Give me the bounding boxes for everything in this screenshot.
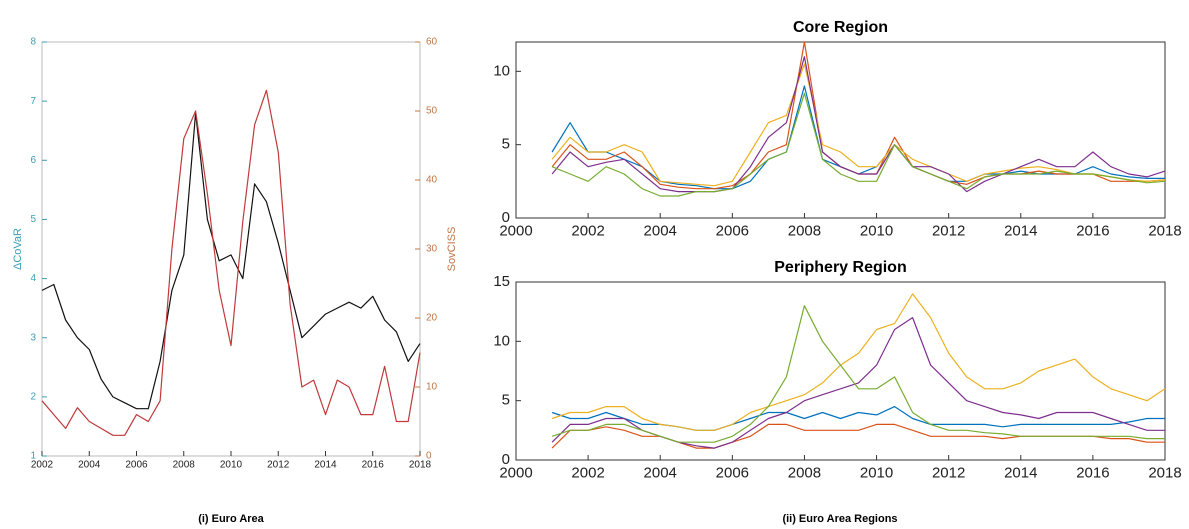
plot-frame bbox=[41, 41, 421, 457]
y-tick-label: 0 bbox=[502, 451, 510, 468]
x-tick-label: 2010 bbox=[860, 464, 893, 481]
x-tick-label: 2004 bbox=[78, 460, 101, 471]
y2-tick-label: 30 bbox=[426, 244, 438, 255]
x-tick-label: 2012 bbox=[267, 460, 290, 471]
y-tick-label: 4 bbox=[30, 273, 36, 284]
y2-tick-label: 20 bbox=[426, 313, 438, 324]
y-tick-label: 2 bbox=[30, 391, 36, 402]
x-tick-label: 2016 bbox=[1076, 464, 1109, 481]
x-tick-label: 2014 bbox=[314, 460, 337, 471]
x-tick-label: 2008 bbox=[788, 464, 821, 481]
caption: (ii) Euro Area Regions bbox=[782, 513, 897, 525]
x-tick-label: 2012 bbox=[932, 222, 965, 239]
series-line bbox=[551, 56, 1166, 193]
series-line bbox=[551, 63, 1166, 187]
x-tick-label: 2004 bbox=[644, 222, 677, 239]
x-tick-label: 2016 bbox=[362, 460, 385, 471]
x-tick-label: 2010 bbox=[860, 222, 893, 239]
y-tick-label: 15 bbox=[493, 273, 510, 290]
y-tick-label: 3 bbox=[30, 332, 36, 343]
x-tick-label: 2018 bbox=[1148, 222, 1181, 239]
y2-axis-label: SovCISS bbox=[446, 227, 458, 272]
x-tick-label: 2006 bbox=[125, 460, 148, 471]
x-tick-label: 2010 bbox=[220, 460, 243, 471]
y2-tick-label: 50 bbox=[426, 106, 438, 117]
series-line bbox=[551, 305, 1165, 443]
x-tick-label: 2014 bbox=[1004, 464, 1037, 481]
y-tick-label: 7 bbox=[30, 96, 36, 107]
x-tick-label: 2002 bbox=[571, 222, 604, 239]
y2-tick-label: 60 bbox=[426, 37, 438, 48]
series-line bbox=[551, 92, 1166, 197]
plot-frame bbox=[515, 281, 1166, 461]
x-tick-label: 2012 bbox=[932, 464, 965, 481]
x-tick-label: 2018 bbox=[409, 460, 432, 471]
x-tick-label: 2004 bbox=[644, 464, 677, 481]
y-tick-label: 5 bbox=[502, 136, 510, 153]
x-tick-label: 2016 bbox=[1076, 222, 1109, 239]
x-tick-label: 2000 bbox=[499, 222, 532, 239]
y-tick-label: 10 bbox=[493, 332, 510, 349]
y-tick-label: 0 bbox=[502, 209, 510, 226]
series-line bbox=[41, 112, 421, 410]
x-tick-label: 2018 bbox=[1148, 464, 1181, 481]
series-line bbox=[41, 89, 421, 436]
y2-tick-label: 40 bbox=[426, 175, 438, 186]
chart-title: Periphery Region bbox=[774, 259, 906, 276]
y-tick-label: 6 bbox=[30, 155, 36, 166]
y2-tick-label: 0 bbox=[426, 451, 432, 462]
x-tick-label: 2002 bbox=[571, 464, 604, 481]
plot-frame bbox=[515, 41, 1166, 219]
x-tick-label: 2008 bbox=[788, 222, 821, 239]
x-tick-label: 2000 bbox=[499, 464, 532, 481]
chart-title: Core Region bbox=[793, 19, 888, 36]
y-tick-label: 5 bbox=[30, 214, 36, 225]
x-tick-label: 2006 bbox=[716, 464, 749, 481]
caption: (i) Euro Area bbox=[198, 513, 264, 525]
x-tick-label: 2014 bbox=[1004, 222, 1037, 239]
x-tick-label: 2008 bbox=[173, 460, 196, 471]
y-tick-label: 1 bbox=[30, 451, 36, 462]
y2-tick-label: 10 bbox=[426, 382, 438, 393]
series-line bbox=[551, 406, 1165, 431]
y-axis-label: ΔCoVaR bbox=[12, 228, 24, 270]
y-tick-label: 5 bbox=[502, 392, 510, 409]
series-line bbox=[551, 293, 1166, 431]
x-tick-label: 2006 bbox=[716, 222, 749, 239]
y-tick-label: 10 bbox=[493, 62, 510, 79]
x-tick-label: 2002 bbox=[31, 460, 54, 471]
y-tick-label: 8 bbox=[30, 37, 36, 48]
